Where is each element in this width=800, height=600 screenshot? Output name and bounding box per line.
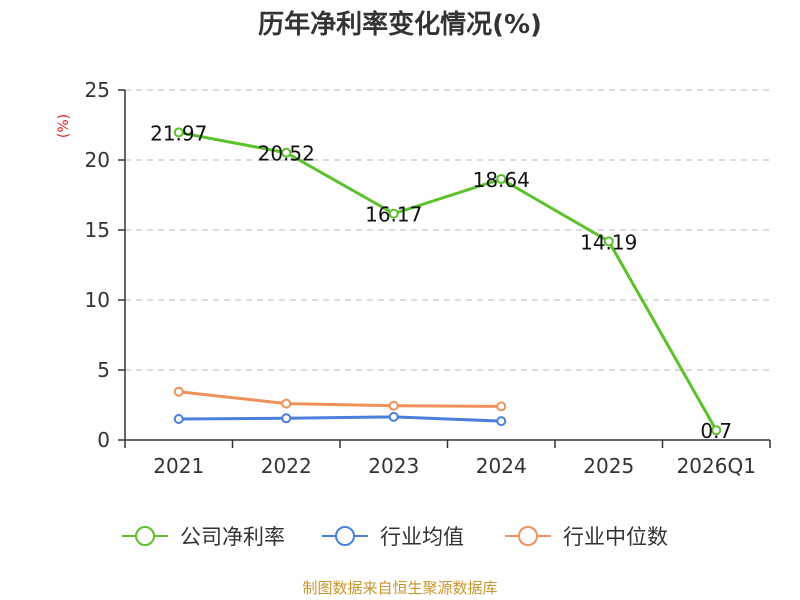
data-label: 20.52: [258, 142, 315, 166]
data-label: 21.97: [150, 121, 207, 145]
data-point: [388, 400, 399, 411]
gridlines: [125, 89, 770, 371]
legend-marker: [335, 526, 355, 546]
legend-label: 行业均值: [380, 525, 464, 549]
x-tick-label: 2024: [476, 454, 527, 478]
y-tick-label: 10: [85, 288, 110, 312]
legend-label: 公司净利率: [180, 525, 285, 549]
legend-marker: [135, 526, 155, 546]
series-lines: [173, 127, 722, 436]
data-point: [603, 236, 614, 247]
data-point: [496, 416, 507, 427]
data-label: 0.7: [700, 419, 732, 443]
y-axis-unit: (%): [56, 114, 72, 138]
data-point: [281, 147, 292, 158]
data-point: [173, 127, 184, 138]
y-tick-label: 15: [85, 218, 110, 242]
series-line: [178, 415, 502, 423]
legend: 公司净利率 行业均值 行业中位数: [122, 525, 668, 549]
source-note: 制图数据来自恒生聚源数据库: [302, 579, 497, 597]
data-point: [173, 386, 184, 397]
x-tick-label: 2025: [583, 454, 634, 478]
y-tick-label: 5: [97, 358, 110, 382]
data-point: [711, 425, 722, 436]
data-point: [281, 413, 292, 424]
data-labels: 21.97 20.52 16.17 18.64 14.19 0.7: [150, 121, 732, 443]
legend-marker: [518, 526, 538, 546]
series-line: [178, 390, 502, 408]
data-point: [388, 411, 399, 422]
series-line: [178, 130, 718, 431]
y-tick-label: 20: [85, 148, 110, 172]
y-tick-label: 25: [85, 78, 110, 102]
data-label: 18.64: [473, 168, 530, 192]
x-tick-label: 2021: [153, 454, 204, 478]
legend-label: 行业中位数: [563, 525, 668, 549]
x-tick-label: 2026Q1: [677, 454, 756, 478]
data-point: [496, 401, 507, 412]
x-tick-label: 2022: [261, 454, 312, 478]
data-label: 16.17: [365, 203, 422, 227]
data-point: [496, 174, 507, 185]
data-label: 14.19: [580, 230, 637, 254]
data-point: [173, 414, 184, 424]
x-tick-label: 2023: [368, 454, 419, 478]
y-tick-label: 0: [97, 428, 110, 452]
chart-title: 历年净利率变化情况(%): [258, 9, 542, 40]
data-point: [281, 398, 292, 409]
data-point: [388, 208, 399, 219]
